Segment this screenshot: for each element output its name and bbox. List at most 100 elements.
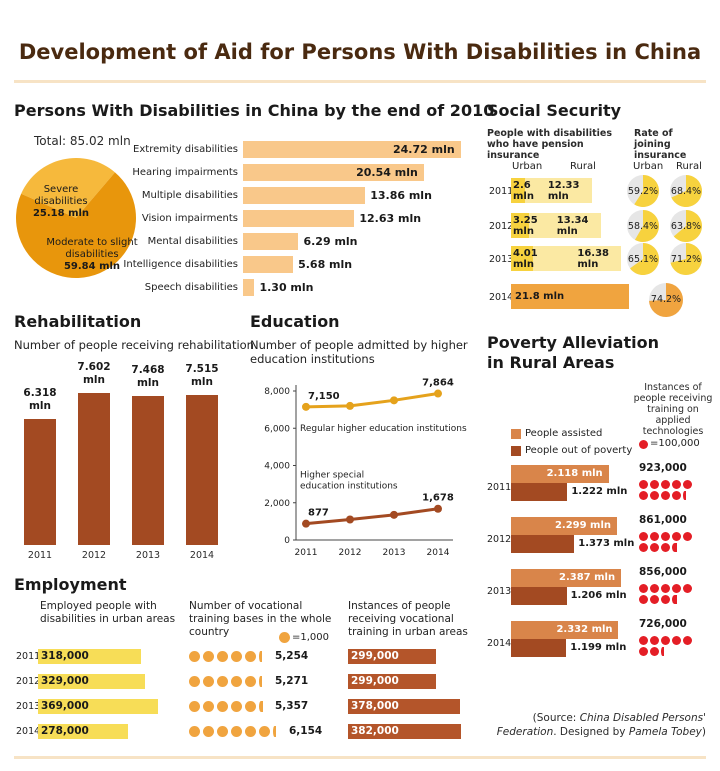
insurance-rate-value: 59.2% xyxy=(627,186,659,197)
insurance-rate-fill xyxy=(649,283,683,317)
ss-rate-col-urban: Urban xyxy=(633,161,664,172)
education-point xyxy=(390,510,398,519)
vocational-base-dot xyxy=(217,701,228,712)
poverty-out-value: 1.373 mln xyxy=(578,538,635,549)
source-org: China Disabled Persons' Federation xyxy=(496,712,706,738)
pension-urban-value: 2.6 xyxy=(513,180,531,191)
education-point xyxy=(302,402,310,411)
training-dot xyxy=(661,647,664,656)
poverty-assisted-value: 2.299 mln xyxy=(554,520,612,531)
training-value-label: 726,000 xyxy=(639,618,687,630)
vocational-base-dot xyxy=(189,701,200,712)
education-end-label: 7,864 xyxy=(422,378,454,389)
training-dot xyxy=(661,636,670,645)
education-y-tick-label: 4,000 xyxy=(264,462,290,472)
pension-urban-bar xyxy=(511,246,533,271)
training-value-label: 923,000 xyxy=(639,462,687,474)
poverty-assisted-value: 2.332 mln xyxy=(556,624,613,635)
training-value-label: 856,000 xyxy=(639,566,687,578)
education-subtitle: Number of people admitted by higher educ… xyxy=(250,338,468,366)
insurance-rate-rural-pie xyxy=(670,243,702,275)
rehabilitation-year-label: 2011 xyxy=(27,550,53,561)
disability-value-label: 24.72 mln xyxy=(393,143,455,156)
poverty-year-label: 2013 xyxy=(487,586,512,597)
training-dot xyxy=(650,584,659,593)
disability-bar xyxy=(243,187,366,204)
employment-subtitle: Employed people with disabilities in urb… xyxy=(40,600,176,625)
disability-category-label: Mental disabilities xyxy=(147,236,238,247)
disability-value-label: 13.86 mln xyxy=(370,189,432,202)
employment-bar xyxy=(38,699,158,714)
training-dot xyxy=(672,532,681,541)
vocational-bases-value-label: 5,254 xyxy=(275,650,309,662)
vocational-base-dot xyxy=(203,651,214,662)
disability-bar xyxy=(243,210,355,227)
disability-bar xyxy=(243,256,294,273)
source-prefix: (Source: xyxy=(532,712,580,724)
pension-urban-unit: mln xyxy=(513,226,534,237)
pie-label-moderate-2: disabilities xyxy=(65,249,118,260)
vocational-bases-value-label: 6,154 xyxy=(289,725,323,737)
pension-urban-unit: mln xyxy=(513,259,534,270)
vocational-base-dot xyxy=(189,676,200,687)
vocational-base-dot xyxy=(259,676,262,687)
training-dot xyxy=(639,480,648,489)
vocational-training-subtitle: Instances of people receiving vocational… xyxy=(348,600,468,638)
pension-total-2014-value: 21.8 mln xyxy=(515,291,565,302)
training-dot xyxy=(672,595,678,604)
rehabilitation-value-label: 7.468 xyxy=(131,363,165,376)
rehabilitation-unit-label: mln xyxy=(28,399,51,412)
vocational-base-dot xyxy=(231,676,242,687)
training-value-label: 861,000 xyxy=(639,514,687,526)
ss-year-label: 2011 xyxy=(489,186,514,197)
poverty-heading: Poverty Alleviation in Rural Areas xyxy=(487,333,659,372)
education-point xyxy=(346,401,354,410)
vocational-training-bar xyxy=(348,649,437,664)
insurance-rate-value: 58.4% xyxy=(627,221,659,232)
source-mid: . Designed by xyxy=(553,726,629,738)
rehabilitation-value-label: 7.602 xyxy=(77,361,111,373)
title-divider xyxy=(14,80,706,83)
source-suffix: ) xyxy=(701,726,706,738)
ss-year-label: 2014 xyxy=(489,292,514,303)
legend-assisted-swatch xyxy=(511,429,521,439)
education-series-name: Higher special xyxy=(300,471,364,481)
pie-slice-severe xyxy=(21,157,115,218)
training-dot xyxy=(683,491,686,500)
education-y-tick-label: 6,000 xyxy=(264,424,290,434)
training-dot xyxy=(672,636,681,645)
training-dot xyxy=(661,584,670,593)
pension-rural-value: 12.33 xyxy=(547,180,580,191)
vocational-base-dot xyxy=(217,651,228,662)
disability-value-label: 20.54 mln xyxy=(356,166,418,179)
training-dot xyxy=(639,543,648,552)
poverty-out-bar xyxy=(511,535,575,553)
vocational-base-dot xyxy=(259,726,270,737)
legend-assisted-label: People assisted xyxy=(525,428,603,439)
education-end-label: 1,678 xyxy=(422,493,454,504)
disability-value-label: 12.63 mln xyxy=(359,212,422,225)
disability-category-label: Extremity disabilities xyxy=(133,144,238,155)
employment-value-label: 318,000 xyxy=(41,650,89,662)
employment-value-label: 278,000 xyxy=(41,725,89,737)
training-dot xyxy=(650,636,659,645)
training-dot xyxy=(639,491,648,500)
bottom-divider xyxy=(14,756,706,759)
pie-label-severe-1: Severe xyxy=(44,184,79,195)
insurance-rate-2014-pie xyxy=(649,283,683,317)
source-designer: Pamela Tobey xyxy=(628,726,702,738)
education-line-chart: 0 2,000 4,000 6,000 8,000 2011 2012 2013 2014 7,1… xyxy=(264,378,467,558)
training-dot xyxy=(650,532,659,541)
employment-value-label: 369,000 xyxy=(41,700,89,712)
ss-col-rural: Rural xyxy=(570,161,596,172)
pension-rural-value: 16.38 xyxy=(577,248,609,259)
training-legend-dot xyxy=(639,440,648,449)
rehabilitation-year-label: 2013 xyxy=(135,550,161,561)
training-dot xyxy=(683,584,692,593)
insurance-rate-fill xyxy=(634,175,659,207)
employment-bar xyxy=(38,649,142,664)
pension-rural-value: 13.34 xyxy=(556,215,589,226)
education-y-tick-label: 0 xyxy=(284,536,290,546)
disability-bar xyxy=(243,141,461,158)
disability-category-label: Multiple disabilities xyxy=(141,190,238,201)
